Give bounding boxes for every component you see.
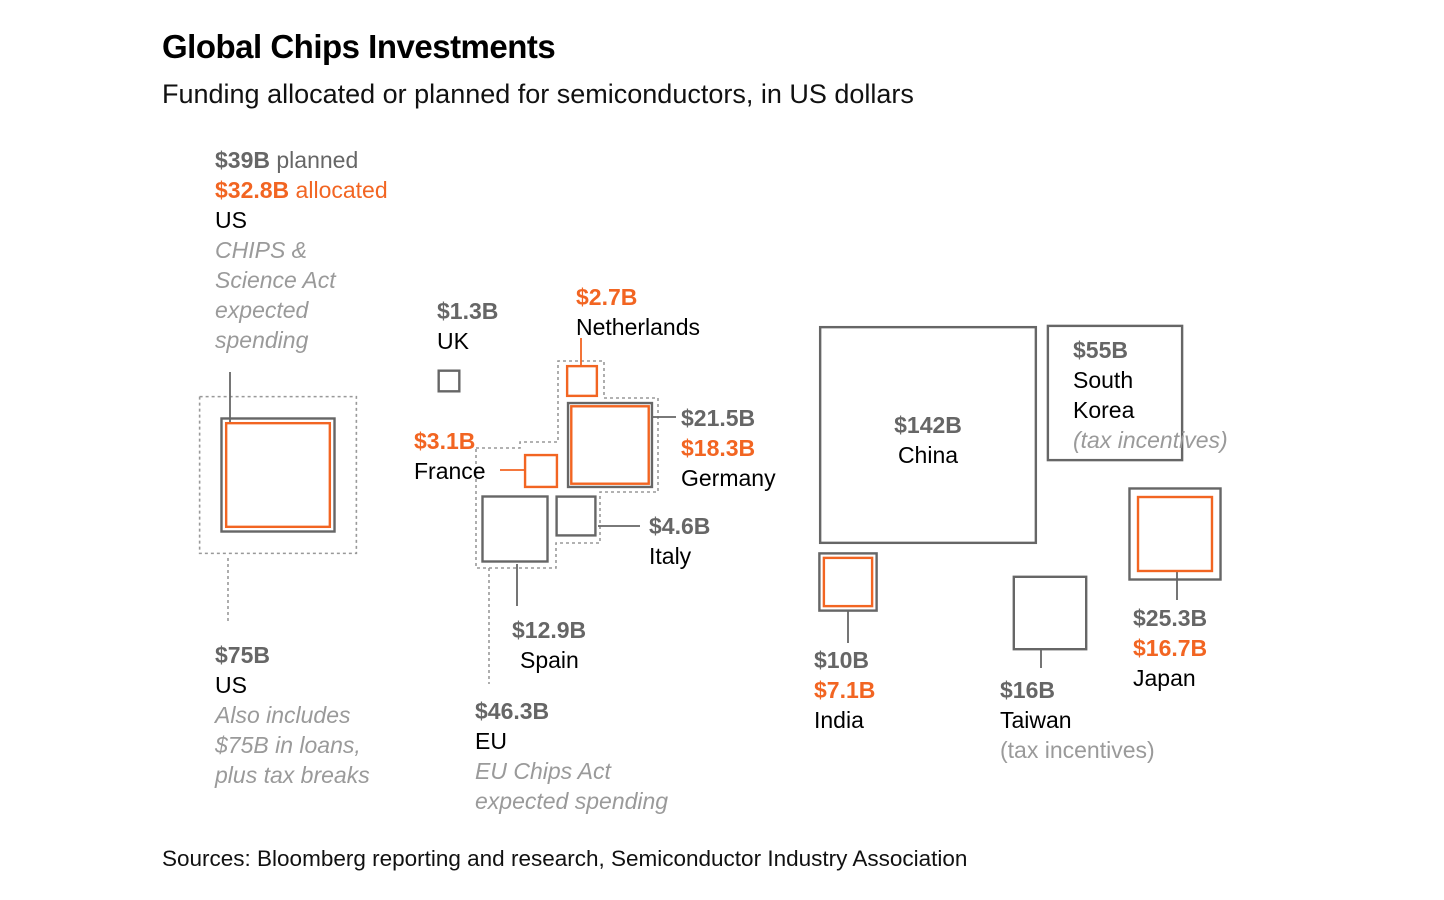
south-korea-value: $55B bbox=[1073, 337, 1128, 363]
italy-label: $4.6B Italy bbox=[649, 511, 710, 571]
eu-total-name: EU bbox=[475, 728, 507, 754]
india-allocated-square bbox=[822, 556, 874, 608]
chart-title: Global Chips Investments bbox=[162, 28, 556, 65]
us-total-note-line-2: $75B in loans, bbox=[215, 732, 361, 758]
us-total-label: $75B US Also includes $75B in loans, plu… bbox=[215, 640, 370, 790]
netherlands-value: $2.7B bbox=[576, 284, 638, 310]
south-korea-label: $55B South Korea (tax incentives) bbox=[1073, 335, 1228, 455]
uk-planned-square bbox=[437, 369, 461, 393]
japan-planned-square bbox=[1128, 487, 1222, 581]
taiwan-value: $16B bbox=[1000, 677, 1055, 703]
germany-planned-value: $21.5B bbox=[681, 405, 756, 431]
uk-name: UK bbox=[437, 328, 469, 354]
eu-group-outline bbox=[475, 360, 659, 569]
south-korea-note: (tax incentives) bbox=[1073, 427, 1228, 453]
india-planned-square bbox=[818, 552, 878, 612]
germany-name: Germany bbox=[681, 465, 776, 491]
us-note-line-1: CHIPS & bbox=[215, 237, 308, 263]
netherlands-label: $2.7B Netherlands bbox=[576, 282, 700, 342]
taiwan-label: $16B Taiwan (tax incentives) bbox=[1000, 675, 1155, 765]
us-total-note-line-1: Also includes bbox=[215, 702, 351, 728]
south-korea-name-line-1: South bbox=[1073, 367, 1134, 393]
india-name: India bbox=[814, 707, 864, 733]
eu-note-line-2: expected spending bbox=[475, 788, 669, 814]
us-planned-square bbox=[220, 417, 336, 533]
italy-value: $4.6B bbox=[649, 513, 711, 539]
france-label: $3.1B France bbox=[414, 426, 486, 486]
us-allocated-value: $32.8B bbox=[215, 177, 290, 203]
us-allocated-square bbox=[224, 421, 332, 529]
china-name: China bbox=[897, 442, 959, 468]
spain-name: Spain bbox=[520, 647, 579, 673]
taiwan-note: (tax incentives) bbox=[1000, 737, 1155, 763]
us-name: US bbox=[215, 207, 247, 233]
japan-label: $25.3B $16.7B Japan bbox=[1133, 603, 1207, 693]
spain-planned-square bbox=[481, 495, 549, 563]
china-planned-square bbox=[818, 325, 1038, 545]
eu-note-line-1: EU Chips Act bbox=[475, 758, 611, 784]
france-name: France bbox=[414, 458, 486, 484]
us-total-note-line-3: plus tax breaks bbox=[215, 762, 370, 788]
us-planned-word: planned bbox=[269, 147, 359, 173]
japan-name: Japan bbox=[1133, 665, 1196, 691]
source-note: Sources: Bloomberg reporting and researc… bbox=[162, 846, 968, 871]
us-note-line-3: expected bbox=[215, 297, 309, 323]
us-total-name: US bbox=[215, 672, 247, 698]
china-label: $142B China bbox=[820, 410, 1036, 470]
us-total-square bbox=[198, 395, 358, 555]
chart-subtitle: Funding allocated or planned for semicon… bbox=[162, 79, 914, 109]
japan-allocated-square bbox=[1136, 495, 1214, 573]
us-allocated-word: allocated bbox=[289, 177, 388, 203]
spain-label: $12.9B Spain bbox=[512, 615, 586, 675]
india-planned-value: $10B bbox=[814, 647, 869, 673]
us-note-line-2: Science Act bbox=[215, 267, 336, 293]
leader-lines bbox=[227, 338, 1178, 684]
uk-value: $1.3B bbox=[437, 298, 499, 324]
south-korea-name-line-2: Korea bbox=[1073, 397, 1135, 423]
france-value: $3.1B bbox=[414, 428, 476, 454]
germany-planned-square bbox=[566, 401, 654, 489]
dotted-outlines bbox=[198, 360, 659, 569]
japan-planned-value: $25.3B bbox=[1133, 605, 1208, 631]
china-value: $142B bbox=[894, 412, 962, 438]
india-allocated-value: $7.1B bbox=[814, 677, 876, 703]
south-korea-planned-square bbox=[1046, 324, 1184, 462]
india-label: $10B $7.1B India bbox=[814, 645, 875, 735]
us-label: $39B planned $32.8B allocated US CHIPS &… bbox=[215, 145, 388, 355]
netherlands-name: Netherlands bbox=[576, 314, 701, 340]
squares bbox=[220, 324, 1222, 651]
eu-total-label: $46.3B EU EU Chips Act expected spending bbox=[475, 696, 668, 816]
taiwan-planned-square bbox=[1012, 575, 1088, 651]
us-total-value: $75B bbox=[215, 642, 270, 668]
italy-name: Italy bbox=[649, 543, 692, 569]
germany-allocated-square bbox=[570, 405, 650, 485]
japan-allocated-value: $16.7B bbox=[1133, 635, 1208, 661]
taiwan-name: Taiwan bbox=[1000, 707, 1072, 733]
germany-allocated-value: $18.3B bbox=[681, 435, 756, 461]
netherlands-allocated-square bbox=[565, 364, 599, 398]
eu-total-value: $46.3B bbox=[475, 698, 550, 724]
germany-label: $21.5B $18.3B Germany bbox=[681, 403, 776, 493]
uk-label: $1.3B UK bbox=[437, 296, 498, 356]
italy-planned-square bbox=[555, 495, 597, 537]
spain-value: $12.9B bbox=[512, 617, 587, 643]
us-note-line-4: spending bbox=[215, 327, 309, 353]
us-planned-value: $39B bbox=[215, 147, 270, 173]
france-allocated-square bbox=[523, 453, 559, 489]
